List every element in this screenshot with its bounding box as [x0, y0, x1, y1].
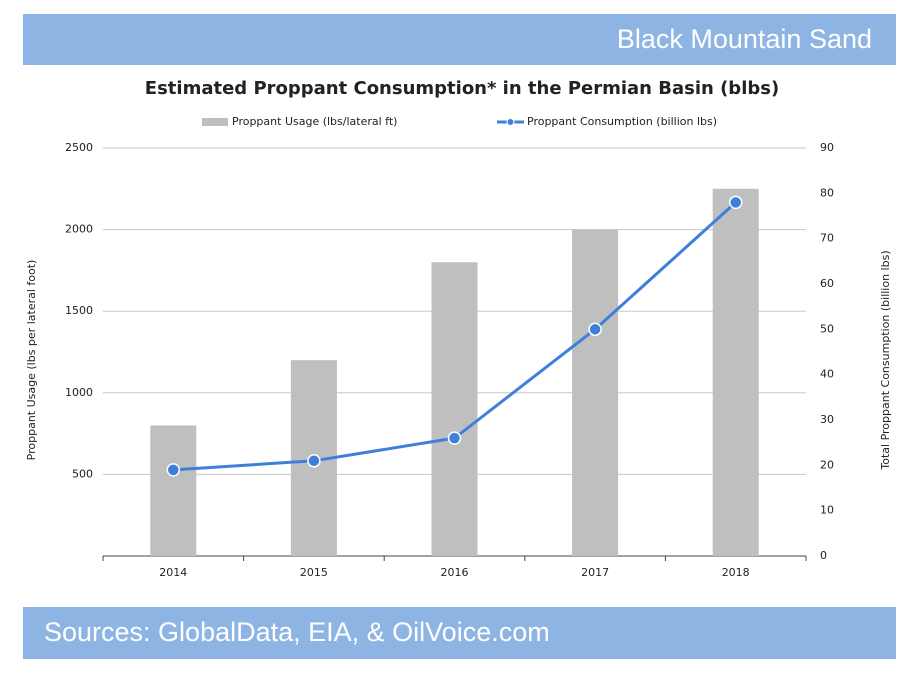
- y2-tick-label: 60: [820, 277, 834, 290]
- y2-tick-label: 50: [820, 322, 834, 335]
- x-tick-label: 2018: [722, 566, 750, 579]
- x-tick-label: 2016: [441, 566, 469, 579]
- y2-tick-label: 40: [820, 368, 834, 381]
- header-bar: [23, 14, 896, 65]
- x-tick-label: 2015: [300, 566, 328, 579]
- y2-tick-label: 90: [820, 141, 834, 154]
- bar: [431, 262, 478, 556]
- bar: [150, 425, 197, 556]
- y-tick-label: 1500: [65, 304, 93, 317]
- footer-text: Sources: GlobalData, EIA, & OilVoice.com: [44, 617, 550, 647]
- header-title: Black Mountain Sand: [617, 24, 872, 54]
- y2-tick-label: 0: [820, 549, 827, 562]
- y-tick-label: 2000: [65, 223, 93, 236]
- legend-label: Proppant Consumption (billion lbs): [527, 115, 717, 128]
- x-tick-label: 2017: [581, 566, 609, 579]
- point: [447, 431, 462, 445]
- bar: [712, 188, 759, 557]
- y2-tick-label: 20: [820, 458, 834, 471]
- point: [728, 195, 743, 210]
- y-tick-label: 2500: [65, 141, 93, 154]
- point: [588, 322, 602, 337]
- y-tick-label: 500: [72, 467, 93, 480]
- y-tick-label: 1000: [65, 386, 93, 399]
- legend-swatch-dot: [506, 118, 515, 126]
- y2-tick-label: 80: [820, 186, 834, 199]
- x-tick-label: 2014: [159, 566, 187, 579]
- point: [166, 463, 181, 477]
- y2-tick-label: 30: [820, 413, 834, 426]
- y2-tick-label: 10: [820, 504, 834, 517]
- y2-axis-title: Total Proppant Consumption (billion lbs): [879, 250, 892, 470]
- chart-title: Estimated Proppant Consumption* in the P…: [145, 78, 779, 99]
- point: [307, 454, 321, 468]
- legend-swatch: [202, 118, 228, 126]
- y-axis-title: Proppant Usage (lbs per lateral foot): [25, 260, 38, 461]
- legend-label: Proppant Usage (lbs/lateral ft): [232, 115, 397, 128]
- bar: [572, 229, 619, 556]
- footer-bar: [23, 607, 896, 659]
- y2-tick-label: 70: [820, 232, 834, 245]
